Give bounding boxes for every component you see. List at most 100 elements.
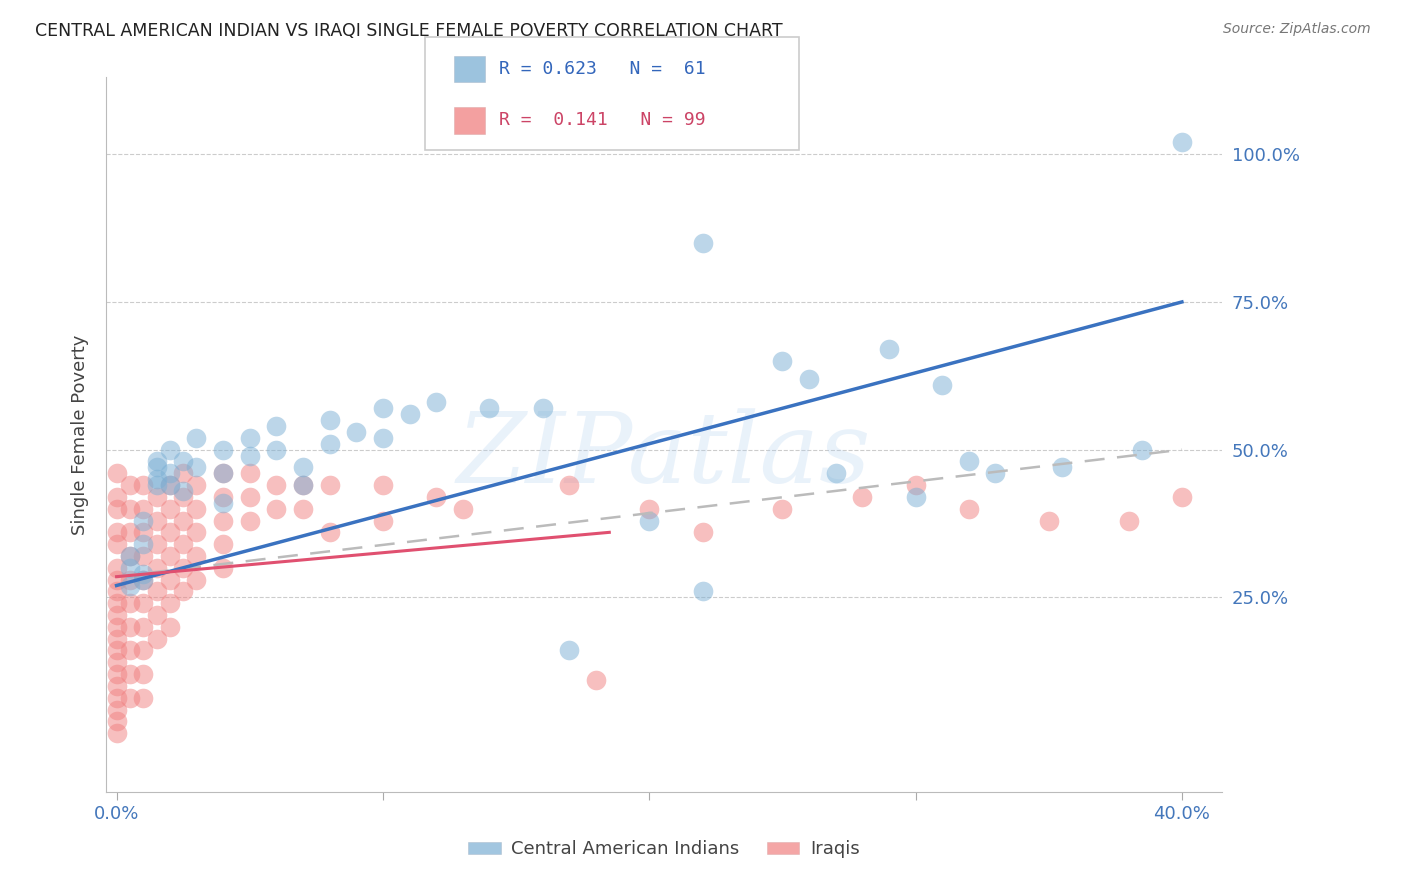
Point <box>105 490 128 504</box>
Point <box>1130 442 1153 457</box>
Point <box>292 501 315 516</box>
Point <box>118 561 141 575</box>
Point <box>371 478 394 492</box>
Point <box>118 549 141 563</box>
Point <box>1118 514 1140 528</box>
Point <box>692 584 714 599</box>
Point <box>239 490 262 504</box>
Point <box>770 354 793 368</box>
Point <box>172 454 194 468</box>
Point <box>292 478 315 492</box>
Point <box>239 514 262 528</box>
Point <box>957 501 980 516</box>
Point <box>531 401 554 416</box>
Point <box>118 578 141 592</box>
Point <box>186 478 208 492</box>
Point <box>1171 490 1194 504</box>
Point <box>132 643 155 657</box>
Point <box>145 608 167 623</box>
Point <box>159 549 181 563</box>
Point <box>212 537 235 551</box>
Point <box>957 454 980 468</box>
Point <box>118 573 141 587</box>
Point <box>585 673 607 687</box>
Point <box>318 525 340 540</box>
Point <box>172 561 194 575</box>
Point <box>239 449 262 463</box>
Point <box>212 514 235 528</box>
Y-axis label: Single Female Poverty: Single Female Poverty <box>72 334 89 535</box>
Point <box>478 401 501 416</box>
Point <box>145 584 167 599</box>
Point <box>132 573 155 587</box>
Point <box>172 537 194 551</box>
Point <box>318 478 340 492</box>
Point <box>904 478 927 492</box>
Point <box>239 431 262 445</box>
Point <box>371 431 394 445</box>
Point <box>105 702 128 716</box>
Point <box>132 525 155 540</box>
Point <box>292 460 315 475</box>
Point <box>118 643 141 657</box>
Point <box>118 596 141 610</box>
Point <box>186 460 208 475</box>
Point <box>145 561 167 575</box>
Text: R =  0.141   N = 99: R = 0.141 N = 99 <box>499 112 706 129</box>
Point <box>145 478 167 492</box>
Point <box>145 454 167 468</box>
Point <box>132 566 155 581</box>
Point <box>451 501 474 516</box>
Point <box>692 525 714 540</box>
Point <box>1171 136 1194 150</box>
Point <box>425 395 447 409</box>
Point <box>132 690 155 705</box>
Text: CENTRAL AMERICAN INDIAN VS IRAQI SINGLE FEMALE POVERTY CORRELATION CHART: CENTRAL AMERICAN INDIAN VS IRAQI SINGLE … <box>35 22 783 40</box>
Point <box>132 620 155 634</box>
Point <box>105 620 128 634</box>
Point <box>318 413 340 427</box>
Point <box>105 679 128 693</box>
Point <box>105 501 128 516</box>
Point <box>132 514 155 528</box>
Point <box>159 620 181 634</box>
Point <box>172 467 194 481</box>
Point <box>118 690 141 705</box>
Point <box>172 514 194 528</box>
Point <box>105 667 128 681</box>
Point <box>145 490 167 504</box>
Point <box>105 690 128 705</box>
Point <box>638 514 661 528</box>
Point <box>145 460 167 475</box>
Point <box>118 525 141 540</box>
Point <box>172 490 194 504</box>
Point <box>984 467 1007 481</box>
Point <box>797 372 820 386</box>
Point <box>132 478 155 492</box>
Point <box>159 525 181 540</box>
Point <box>172 584 194 599</box>
Text: ZIPatlas: ZIPatlas <box>457 409 872 504</box>
Point <box>159 478 181 492</box>
Point <box>239 467 262 481</box>
Point <box>212 490 235 504</box>
Point <box>371 514 394 528</box>
Point <box>904 490 927 504</box>
Point <box>398 407 420 421</box>
Point <box>212 561 235 575</box>
Point <box>172 483 194 498</box>
Text: R = 0.623   N =  61: R = 0.623 N = 61 <box>499 60 706 78</box>
Point <box>770 501 793 516</box>
Point <box>132 596 155 610</box>
Point <box>212 496 235 510</box>
Point <box>105 525 128 540</box>
Point <box>186 573 208 587</box>
Point <box>1038 514 1060 528</box>
Point <box>132 573 155 587</box>
Point <box>145 632 167 646</box>
Point <box>105 561 128 575</box>
Point <box>851 490 873 504</box>
Point <box>145 472 167 486</box>
Point <box>212 442 235 457</box>
Point <box>638 501 661 516</box>
